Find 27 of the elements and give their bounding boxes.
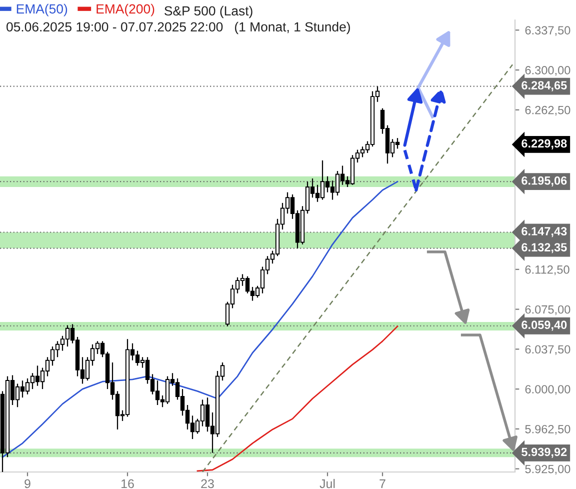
chart-subtitle: 05.06.2025 19:00 - 07.07.2025 22:00 (1 Monat, 1 Stunde) [6,22,350,34]
y-tick-label: 6.337,50 [525,26,570,36]
chart-title: S&P 500 (Last) [164,6,252,18]
y-tick-label: 6.075,00 [525,305,570,316]
x-tick-label: 7 [380,479,386,488]
ref-line-label: 6.195,06 [522,176,567,186]
line-series [2,180,398,458]
y-tick-label: 5.925,00 [525,464,570,475]
x-tick-label: 23 [201,479,214,488]
y-tick-label: 6.000,00 [525,385,570,395]
ref-line-label: 6.284,65 [522,81,567,92]
line-series [196,326,398,472]
ref-line-label: 6.059,40 [522,320,567,331]
x-tick-label: Jul [320,478,335,488]
text: 6.229,98 [522,139,567,150]
legend-label: EMA(200) [96,4,154,16]
x-tick-label: 9 [24,479,30,488]
legend-label: EMA(50) [16,4,68,16]
ref-line-label: 5.939,92 [522,448,567,458]
y-tick-label: 5.962,50 [525,424,570,435]
x-tick-label: 16 [122,479,134,488]
y-tick-label: 6.300,00 [525,66,570,76]
y-tick-label: 6.262,50 [525,106,570,116]
ref-line-label: 6.147,43 [522,227,567,238]
ref-line-label: 6.132,35 [522,243,567,254]
y-tick-label: 6.112,50 [525,265,570,276]
y-tick-label: 6.037,50 [525,345,570,355]
